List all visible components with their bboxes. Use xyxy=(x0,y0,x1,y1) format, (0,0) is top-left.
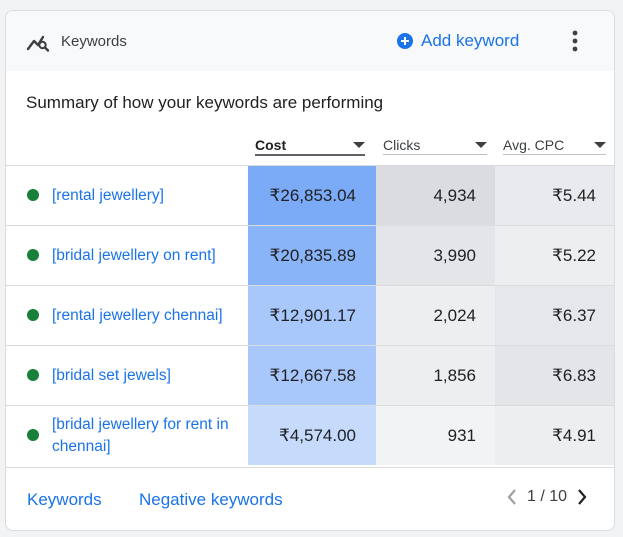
summary-heading: Summary of how your keywords are perform… xyxy=(26,93,384,112)
keyword-link[interactable]: [bridal jewellery for rent in chennai] xyxy=(52,416,229,455)
avg-cpc-cell: ₹5.44 xyxy=(495,166,614,225)
clicks-cell: 3,990 xyxy=(376,226,495,285)
cost-cell: ₹4,574.00 xyxy=(248,406,376,465)
page-indicator: 1 / 10 xyxy=(527,488,568,505)
chevron-left-icon[interactable] xyxy=(506,488,518,506)
keyword-link[interactable]: [bridal jewellery on rent] xyxy=(52,247,216,264)
column-header-clicks[interactable]: Clicks xyxy=(383,134,487,156)
column-underline xyxy=(383,154,487,155)
status-dot xyxy=(27,369,39,381)
add-keyword-button[interactable]: Add keyword xyxy=(396,28,519,54)
column-label: Clicks xyxy=(383,137,421,153)
cost-cell: ₹26,853.04 xyxy=(248,166,376,225)
column-underline xyxy=(503,154,606,155)
keyword-link[interactable]: [rental jewellery chennai] xyxy=(52,307,223,324)
avg-cpc-cell: ₹5.22 xyxy=(495,226,614,285)
arrow-drop-down-icon xyxy=(475,142,487,148)
add-circle-icon xyxy=(397,33,413,49)
card-title: Keywords xyxy=(61,33,127,50)
keywords-link[interactable]: Keywords xyxy=(27,490,102,509)
avg-cpc-cell: ₹4.91 xyxy=(495,406,614,465)
table-row: [rental jewellery] ₹26,853.04 4,934 ₹5.4… xyxy=(6,165,614,225)
add-keyword-label: Add keyword xyxy=(421,31,520,50)
card-header: Keywords Add keyword xyxy=(6,11,614,71)
more-vert-icon[interactable] xyxy=(567,28,583,54)
arrow-drop-down-icon xyxy=(353,142,365,148)
status-dot xyxy=(27,249,39,261)
status-dot xyxy=(27,189,39,201)
cost-cell: ₹12,901.17 xyxy=(248,286,376,345)
column-header-cost[interactable]: Cost xyxy=(255,134,365,156)
status-dot xyxy=(27,429,39,441)
keyword-link[interactable]: [bridal set jewels] xyxy=(52,367,171,384)
clicks-cell: 2,024 xyxy=(376,286,495,345)
cost-cell: ₹20,835.89 xyxy=(248,226,376,285)
chevron-right-icon[interactable] xyxy=(576,488,588,506)
keyword-trend-icon xyxy=(26,35,50,52)
column-label: Avg. CPC xyxy=(503,137,565,153)
column-underline xyxy=(255,154,365,156)
keywords-table: [rental jewellery] ₹26,853.04 4,934 ₹5.4… xyxy=(6,165,614,465)
clicks-cell: 931 xyxy=(376,406,495,465)
table-row: [bridal jewellery on rent] ₹20,835.89 3,… xyxy=(6,225,614,285)
keywords-card: Keywords Add keyword Summary of how your… xyxy=(5,10,615,531)
table-row: [bridal set jewels] ₹12,667.58 1,856 ₹6.… xyxy=(6,345,614,405)
avg-cpc-cell: ₹6.37 xyxy=(495,286,614,345)
pagination: 1 / 10 xyxy=(506,488,588,506)
card-footer: Keywords Negative keywords 1 / 10 xyxy=(6,467,614,530)
status-dot xyxy=(27,309,39,321)
table-row: [bridal jewellery for rent in chennai] ₹… xyxy=(6,405,614,465)
keyword-link[interactable]: [rental jewellery] xyxy=(52,187,164,204)
column-label: Cost xyxy=(255,137,287,153)
avg-cpc-cell: ₹6.83 xyxy=(495,346,614,405)
arrow-drop-down-icon xyxy=(594,142,606,148)
cost-cell: ₹12,667.58 xyxy=(248,346,376,405)
negative-keywords-link[interactable]: Negative keywords xyxy=(139,490,283,509)
clicks-cell: 1,856 xyxy=(376,346,495,405)
table-row: [rental jewellery chennai] ₹12,901.17 2,… xyxy=(6,285,614,345)
clicks-cell: 4,934 xyxy=(376,166,495,225)
column-header-avg-cpc[interactable]: Avg. CPC xyxy=(503,134,606,156)
